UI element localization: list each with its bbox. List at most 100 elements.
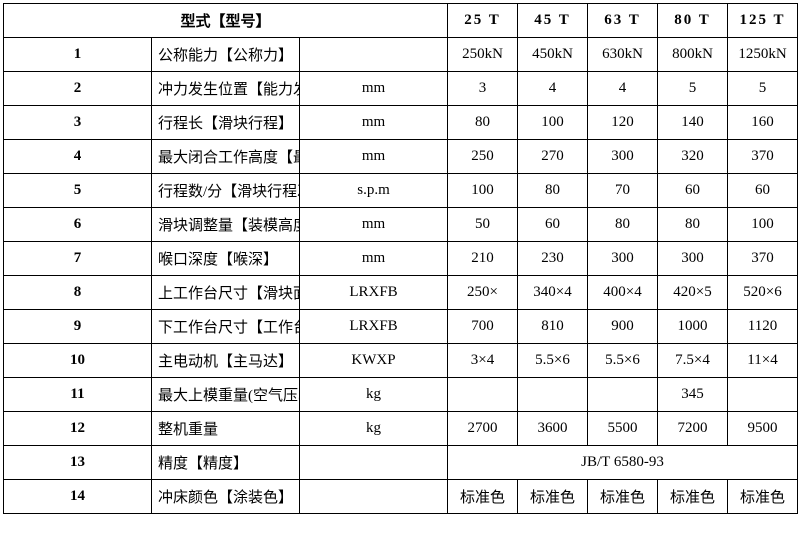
row-unit <box>300 446 448 480</box>
row-value: 320 <box>658 140 728 174</box>
row-value: 270 <box>518 140 588 174</box>
row-value: 300 <box>658 242 728 276</box>
row-unit: LRXFB <box>300 276 448 310</box>
row-value: 60 <box>658 174 728 208</box>
row-label: 精度【精度】 <box>152 446 300 480</box>
row-value: 标准色 <box>728 480 798 514</box>
row-merged-value: JB/T 6580-93 <box>448 446 798 480</box>
row-unit: mm <box>300 208 448 242</box>
row-value: 2700 <box>448 412 518 446</box>
row-value: 1250kN <box>728 38 798 72</box>
row-unit: kg <box>300 412 448 446</box>
row-value: 300 <box>588 140 658 174</box>
row-value: 3×4 <box>448 344 518 378</box>
row-num: 13 <box>4 446 152 480</box>
row-value: 520×6 <box>728 276 798 310</box>
row-value: 11×4 <box>728 344 798 378</box>
row-value: 9500 <box>728 412 798 446</box>
row-value: 80 <box>658 208 728 242</box>
spec-table: 型式【型号】 25 T 45 T 63 T 80 T 125 T 1公称能力【公… <box>3 3 798 514</box>
row-unit: kg <box>300 378 448 412</box>
row-num: 2 <box>4 72 152 106</box>
table-row: 1公称能力【公称力】250kN450kN630kN800kN1250kN <box>4 38 798 72</box>
row-label: 冲力发生位置【能力发生点】 <box>152 72 300 106</box>
row-num: 4 <box>4 140 152 174</box>
row-unit: mm <box>300 72 448 106</box>
table-row: 10主电动机【主马达】KWXP3×45.5×65.5×67.5×411×4 <box>4 344 798 378</box>
header-col-0: 25 T <box>448 4 518 38</box>
row-unit: KWXP <box>300 344 448 378</box>
row-value: 3 <box>448 72 518 106</box>
row-value: 300 <box>588 242 658 276</box>
row-value: 标准色 <box>518 480 588 514</box>
row-num: 14 <box>4 480 152 514</box>
row-label: 滑块调整量【装模高度调节量】 <box>152 208 300 242</box>
row-value <box>448 378 518 412</box>
row-value: 420×5 <box>658 276 728 310</box>
row-value: 1120 <box>728 310 798 344</box>
row-label: 上工作台尺寸【滑块面尺寸】 <box>152 276 300 310</box>
row-value: 100 <box>448 174 518 208</box>
row-num: 7 <box>4 242 152 276</box>
header-col-2: 63 T <box>588 4 658 38</box>
row-value: 100 <box>728 208 798 242</box>
row-value: 450kN <box>518 38 588 72</box>
row-value: 60 <box>728 174 798 208</box>
row-num: 6 <box>4 208 152 242</box>
table-row: 3行程长【滑块行程】mm80100120140160 <box>4 106 798 140</box>
row-label: 喉口深度【喉深】 <box>152 242 300 276</box>
header-row: 型式【型号】 25 T 45 T 63 T 80 T 125 T <box>4 4 798 38</box>
row-value: 4 <box>588 72 658 106</box>
row-value: 700 <box>448 310 518 344</box>
row-value: 5500 <box>588 412 658 446</box>
row-label: 公称能力【公称力】 <box>152 38 300 72</box>
row-label: 最大上模重量(空气压5.5kg/cm2) <box>152 378 300 412</box>
row-value: 140 <box>658 106 728 140</box>
row-label: 冲床颜色【涂装色】 <box>152 480 300 514</box>
row-value: 160 <box>728 106 798 140</box>
row-value: 1000 <box>658 310 728 344</box>
row-value: 250 <box>448 140 518 174</box>
row-value: 4 <box>518 72 588 106</box>
row-value: 3600 <box>518 412 588 446</box>
row-value: 120 <box>588 106 658 140</box>
row-label: 行程长【滑块行程】 <box>152 106 300 140</box>
table-row: 12整机重量kg27003600550072009500 <box>4 412 798 446</box>
row-unit <box>300 480 448 514</box>
row-label: 下工作台尺寸【工作台尺寸】 <box>152 310 300 344</box>
row-value: 5 <box>658 72 728 106</box>
table-row: 2冲力发生位置【能力发生点】mm34455 <box>4 72 798 106</box>
row-num: 8 <box>4 276 152 310</box>
table-row: 7喉口深度【喉深】mm210230300300370 <box>4 242 798 276</box>
row-value: 标准色 <box>588 480 658 514</box>
row-value: 5 <box>728 72 798 106</box>
row-value: 5.5×6 <box>588 344 658 378</box>
row-label: 最大闭合工作高度【最大装模高度 <box>152 140 300 174</box>
row-value: 630kN <box>588 38 658 72</box>
row-value: 400×4 <box>588 276 658 310</box>
header-col-1: 45 T <box>518 4 588 38</box>
row-label: 行程数/分【滑块行程次数】 <box>152 174 300 208</box>
table-row: 9下工作台尺寸【工作台尺寸】LRXFB70081090010001120 <box>4 310 798 344</box>
row-value: 50 <box>448 208 518 242</box>
row-value: 800kN <box>658 38 728 72</box>
row-num: 5 <box>4 174 152 208</box>
row-label: 整机重量 <box>152 412 300 446</box>
table-body: 1公称能力【公称力】250kN450kN630kN800kN1250kN2冲力发… <box>4 38 798 514</box>
row-value: 250kN <box>448 38 518 72</box>
row-value: 80 <box>588 208 658 242</box>
row-value: 900 <box>588 310 658 344</box>
row-unit: s.p.m <box>300 174 448 208</box>
table-row: 8上工作台尺寸【滑块面尺寸】LRXFB250×340×4400×4420×552… <box>4 276 798 310</box>
row-value: 230 <box>518 242 588 276</box>
row-value: 标准色 <box>448 480 518 514</box>
row-value: 250× <box>448 276 518 310</box>
row-unit: mm <box>300 140 448 174</box>
table-row: 14冲床颜色【涂装色】标准色标准色标准色标准色标准色 <box>4 480 798 514</box>
row-value: 70 <box>588 174 658 208</box>
row-num: 9 <box>4 310 152 344</box>
row-num: 12 <box>4 412 152 446</box>
row-num: 10 <box>4 344 152 378</box>
header-label-cell: 型式【型号】 <box>4 4 448 38</box>
row-value: 60 <box>518 208 588 242</box>
